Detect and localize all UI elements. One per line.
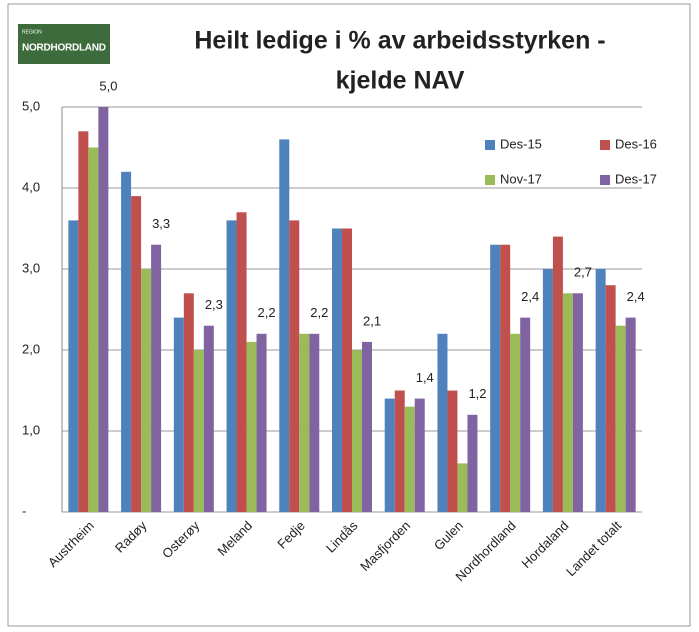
bar: [625, 317, 636, 512]
bar: [595, 269, 606, 512]
y-tick-label: 4,0: [22, 179, 40, 194]
bar: [615, 325, 626, 512]
bar: [552, 236, 563, 512]
bar: [447, 390, 458, 512]
bar: [467, 414, 478, 512]
bar: [520, 317, 531, 512]
bar: [490, 244, 501, 512]
bar: [131, 196, 142, 512]
data-label: 3,3: [152, 216, 170, 231]
chart-title: kjelde NAV: [336, 67, 465, 95]
bar: [289, 220, 300, 512]
bar: [78, 131, 89, 513]
bar: [203, 325, 214, 512]
data-label: 2,3: [205, 297, 223, 312]
bar: [121, 171, 132, 513]
data-label: 2,1: [363, 313, 381, 328]
bar: [572, 293, 583, 512]
legend-swatch: [485, 140, 495, 150]
bar: [309, 333, 320, 512]
logo-small: REGION: [22, 29, 42, 35]
y-tick-label: 5,0: [22, 98, 40, 113]
bar: [352, 350, 362, 512]
data-label: 1,4: [416, 370, 434, 385]
data-label: 1,2: [468, 386, 486, 401]
bar: [256, 333, 267, 512]
bar: [542, 269, 553, 512]
bar: [98, 107, 109, 512]
legend-label: Des-16: [615, 136, 657, 151]
bar: [68, 220, 79, 512]
bar: [141, 269, 152, 512]
y-tick-label: 2,0: [22, 341, 40, 356]
legend-swatch: [600, 140, 610, 150]
bar: [404, 406, 415, 512]
bar: [332, 228, 342, 512]
bar: [562, 293, 573, 512]
bar: [299, 333, 310, 512]
data-label: 2,2: [310, 305, 328, 320]
legend-label: Des-17: [615, 171, 657, 186]
bar: [173, 317, 184, 512]
bar: [500, 244, 511, 512]
bar: [394, 390, 405, 512]
bar: [457, 463, 468, 512]
bar: [193, 350, 204, 512]
logo-main: NORDHORDLAND: [22, 43, 106, 54]
legend-swatch: [485, 175, 495, 185]
bar: [183, 293, 194, 512]
y-tick-label: -: [22, 503, 26, 518]
data-label: 2,4: [521, 289, 539, 304]
chart-title: Heilt ledige i % av arbeidsstyrken -: [194, 27, 605, 55]
legend-label: Des-15: [500, 136, 542, 151]
data-label: 5,0: [99, 78, 117, 93]
bar: [384, 398, 395, 512]
y-tick-label: 1,0: [22, 422, 40, 437]
bar: [414, 398, 425, 512]
bar: [362, 341, 372, 512]
y-tick-label: 3,0: [22, 260, 40, 275]
bar: [510, 333, 521, 512]
data-label: 2,4: [627, 289, 645, 304]
legend-label: Nov-17: [500, 171, 542, 186]
bar: [342, 228, 352, 512]
logo-box: [18, 24, 110, 64]
bar: [236, 212, 247, 513]
data-label: 2,2: [258, 305, 276, 320]
bar: [226, 220, 237, 512]
data-label: 2,7: [574, 265, 592, 280]
bar: [605, 285, 616, 512]
bar: [88, 147, 99, 512]
bar: [437, 333, 448, 512]
bar: [279, 139, 290, 512]
bar: [246, 341, 257, 512]
legend-swatch: [600, 175, 610, 185]
bar: [151, 244, 162, 512]
